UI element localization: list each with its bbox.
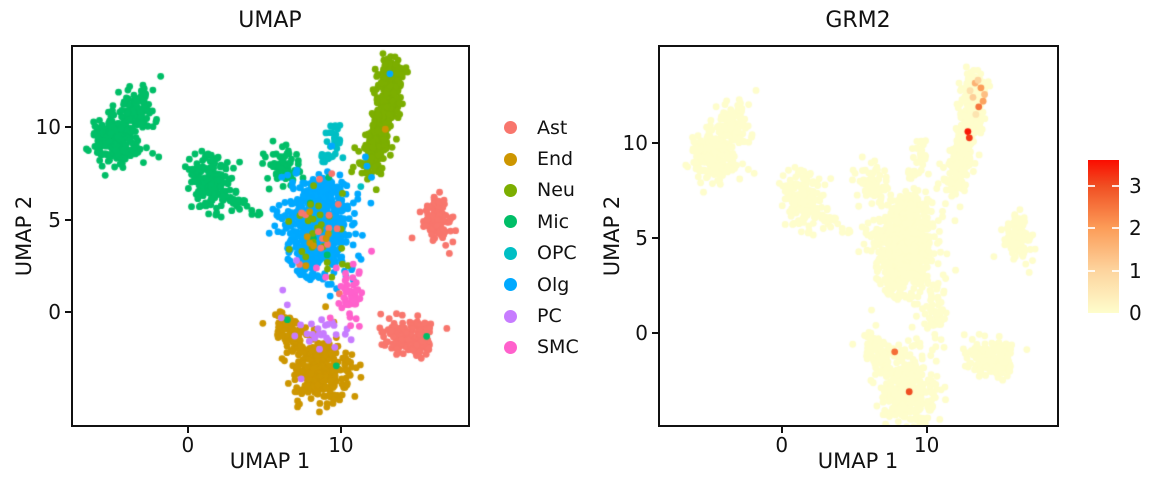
legend-item-olg: Olg bbox=[504, 269, 579, 300]
x-tick-mark bbox=[925, 427, 928, 433]
x-tick-label: 10 bbox=[913, 433, 940, 457]
legend-label-smc: SMC bbox=[537, 336, 579, 359]
x-tick-mark bbox=[186, 427, 189, 433]
colorbar-tick-mark bbox=[1112, 184, 1119, 187]
legend-dot-olg-icon bbox=[504, 278, 517, 292]
legend-item-pc: PC bbox=[504, 300, 579, 331]
legend-item-end: End bbox=[504, 143, 579, 174]
legend-dot-mic-icon bbox=[504, 215, 517, 229]
colorbar-tick-mark bbox=[1088, 269, 1095, 272]
y-tick-label: 5 bbox=[635, 225, 648, 250]
x-tick-mark bbox=[339, 427, 342, 433]
legend-dot-end-icon bbox=[504, 152, 517, 166]
celltype-legend: Ast End Neu Mic OPC Olg PC SMC bbox=[504, 112, 579, 363]
legend-label-neu: Neu bbox=[537, 179, 575, 202]
grm2-plot-area bbox=[658, 45, 1059, 427]
legend-dot-ast-icon bbox=[504, 121, 517, 135]
legend-dot-opc-icon bbox=[504, 246, 517, 260]
umap-plot-area bbox=[71, 45, 470, 427]
legend-dot-pc-icon bbox=[504, 309, 517, 323]
x-tick-label: 0 bbox=[775, 433, 789, 457]
legend-item-neu: Neu bbox=[504, 175, 579, 206]
legend-label-ast: Ast bbox=[537, 116, 568, 139]
panel-title-umap: UMAP bbox=[238, 8, 302, 33]
legend-item-opc: OPC bbox=[504, 238, 579, 269]
y-tick-label: 0 bbox=[48, 300, 61, 325]
panel-title-grm2: GRM2 bbox=[825, 8, 891, 33]
colorbar-tick-mark bbox=[1112, 269, 1119, 272]
y-tick-label: 5 bbox=[48, 207, 61, 232]
legend-dot-smc-icon bbox=[504, 340, 517, 354]
y-tick-label: 10 bbox=[35, 115, 61, 140]
legend-label-pc: PC bbox=[537, 305, 562, 328]
umap-xaxis-label: UMAP 1 bbox=[229, 449, 311, 473]
x-tick-label: 10 bbox=[328, 433, 354, 457]
y-tick-mark bbox=[65, 218, 71, 221]
colorbar-tick-label: 3 bbox=[1129, 173, 1142, 198]
colorbar-tick-mark bbox=[1088, 184, 1095, 187]
legend-item-ast: Ast bbox=[504, 112, 579, 143]
colorbar-tick-label: 1 bbox=[1129, 258, 1142, 283]
y-tick-mark bbox=[652, 236, 658, 239]
legend-item-smc: SMC bbox=[504, 332, 579, 363]
legend-label-olg: Olg bbox=[537, 273, 570, 296]
grm2-xaxis-label: UMAP 1 bbox=[817, 449, 899, 473]
colorbar-tick-mark bbox=[1112, 227, 1119, 229]
legend-label-end: End bbox=[537, 148, 574, 171]
legend-label-opc: OPC bbox=[537, 242, 577, 265]
y-tick-label: 0 bbox=[635, 320, 648, 345]
legend-item-mic: Mic bbox=[504, 206, 579, 237]
grm2-scatter-canvas bbox=[660, 47, 1057, 425]
colorbar-tick-mark bbox=[1088, 227, 1095, 229]
x-tick-label: 0 bbox=[181, 433, 195, 457]
y-tick-mark bbox=[65, 126, 71, 129]
colorbar-tick-label: 2 bbox=[1129, 216, 1142, 240]
y-tick-label: 10 bbox=[622, 130, 648, 155]
umap-scatter-canvas bbox=[73, 47, 468, 425]
y-tick-mark bbox=[652, 331, 658, 334]
y-tick-mark bbox=[65, 311, 71, 314]
y-tick-mark bbox=[652, 141, 658, 144]
expression-colorbar bbox=[1088, 160, 1119, 313]
legend-label-mic: Mic bbox=[537, 210, 570, 233]
legend-dot-neu-icon bbox=[504, 183, 517, 197]
x-tick-mark bbox=[780, 427, 783, 433]
colorbar-tick-label: 0 bbox=[1129, 301, 1142, 325]
